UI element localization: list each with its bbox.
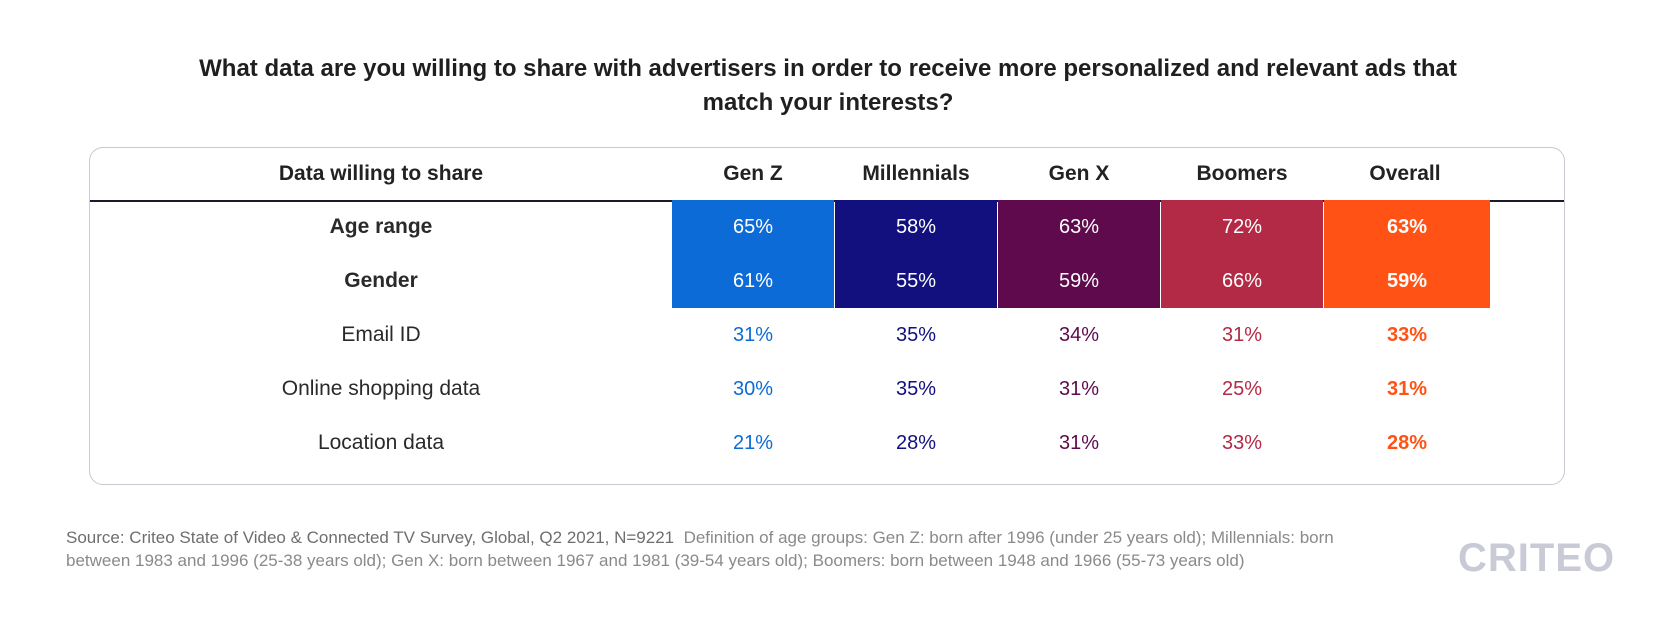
value-cell-gen-z: 30%: [732, 377, 774, 400]
criteo-logo: CRITEO: [1458, 536, 1616, 580]
value-cell-gen-z: 31%: [732, 323, 774, 346]
value-cell-overall: 31%: [1386, 377, 1428, 400]
chart-title: What data are you willing to share with …: [199, 55, 1457, 116]
header-label-column: Data willing to share: [278, 162, 484, 185]
value-cell-gen-z: 21%: [732, 431, 774, 454]
value-cell-gen-x: 31%: [1058, 377, 1100, 400]
row-label: Age range: [329, 215, 433, 238]
table-header: Data willing to share Gen Z Millennials Gen…: [90, 148, 1564, 202]
value-cell-gen-x: 31%: [1058, 431, 1100, 454]
row-label: Gender: [344, 269, 418, 292]
value-cell-boomers: 33%: [1221, 431, 1263, 454]
row-label: Location data: [317, 431, 445, 454]
row-label: Email ID: [341, 323, 421, 346]
value-cell-millennials: 35%: [895, 323, 937, 346]
source-lead: Source: Criteo State of Video & Connecte…: [66, 528, 675, 547]
value-cell-millennials: 28%: [895, 431, 937, 454]
header-millennials: Millennials: [862, 162, 970, 185]
row-label: Online shopping data: [281, 377, 481, 400]
value-cell-gen-x: 34%: [1058, 323, 1100, 346]
source-note: Source: Criteo State of Video & Connecte…: [66, 526, 1366, 572]
value-cell-millennials: 55%: [835, 254, 997, 308]
value-cell-millennials: 58%: [835, 200, 997, 254]
source-definition: Definition of age groups: Gen Z: born af…: [66, 528, 1334, 570]
value-cell-overall: 33%: [1386, 323, 1428, 346]
value-cell-gen-z: 61%: [672, 254, 834, 308]
value-cell-boomers: 72%: [1161, 200, 1323, 254]
value-cell-overall: 63%: [1324, 200, 1490, 254]
value-cell-boomers: 31%: [1221, 323, 1263, 346]
value-cell-boomers: 66%: [1161, 254, 1323, 308]
value-cell-overall: 28%: [1386, 431, 1428, 454]
header-gen-x: Gen X: [1048, 162, 1110, 185]
value-cell-gen-z: 65%: [672, 200, 834, 254]
value-cell-gen-x: 59%: [998, 254, 1160, 308]
value-cell-gen-x: 63%: [998, 200, 1160, 254]
header-overall: Overall: [1369, 162, 1441, 185]
header-gen-z: Gen Z: [723, 162, 783, 185]
value-cell-overall: 59%: [1324, 254, 1490, 308]
data-table: Data willing to share Gen Z Millennials Gen…: [89, 147, 1565, 485]
header-boomers: Boomers: [1196, 162, 1288, 185]
value-cell-millennials: 35%: [895, 377, 937, 400]
value-cell-boomers: 25%: [1221, 377, 1263, 400]
